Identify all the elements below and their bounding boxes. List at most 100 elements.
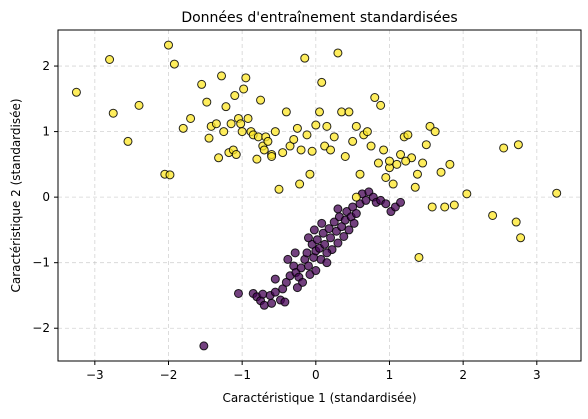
- data-point-class-1: [488, 210, 498, 220]
- data-point-class-0: [199, 341, 209, 351]
- axis-ticks: −3 −2 −1 0 1 2 3 −2 −1 0 1 2: [32, 59, 540, 382]
- data-point-class-1: [186, 113, 196, 123]
- data-point-class-0: [339, 231, 349, 241]
- data-point-class-1: [410, 182, 420, 192]
- data-point-class-1: [281, 107, 291, 117]
- data-point-class-0: [322, 248, 332, 258]
- data-point-class-1: [317, 77, 327, 87]
- data-point-class-1: [344, 107, 354, 117]
- data-point-class-1: [449, 200, 459, 210]
- data-point-class-1: [511, 217, 521, 227]
- data-points: [71, 40, 562, 351]
- data-point-class-0: [258, 289, 268, 299]
- data-point-class-1: [256, 95, 266, 105]
- data-point-class-1: [421, 140, 431, 150]
- data-point-class-1: [370, 93, 380, 103]
- data-point-class-1: [252, 154, 262, 164]
- data-point-class-1: [381, 172, 391, 182]
- x-tick-label: −1: [233, 368, 251, 382]
- data-point-class-1: [211, 119, 221, 129]
- data-point-class-1: [221, 102, 231, 112]
- data-point-class-1: [348, 136, 358, 146]
- data-point-class-1: [440, 202, 450, 212]
- data-point-class-1: [289, 134, 299, 144]
- data-point-class-1: [376, 100, 386, 110]
- data-point-class-1: [351, 121, 361, 131]
- data-point-class-1: [226, 119, 236, 129]
- data-point-class-0: [349, 218, 359, 228]
- data-point-class-1: [552, 188, 562, 198]
- data-point-class-1: [239, 84, 249, 94]
- data-point-class-0: [303, 233, 313, 243]
- data-point-class-0: [381, 199, 391, 209]
- data-point-class-1: [305, 169, 315, 179]
- data-point-class-1: [403, 130, 413, 140]
- x-tick-label: 2: [459, 368, 467, 382]
- data-point-class-0: [280, 297, 290, 307]
- data-point-class-1: [384, 156, 394, 166]
- y-tick-label: −2: [32, 321, 50, 335]
- data-point-class-0: [317, 218, 327, 228]
- x-tick-label: −3: [86, 368, 104, 382]
- data-point-class-0: [296, 263, 306, 273]
- data-point-class-1: [214, 153, 224, 163]
- y-tick-label: 0: [42, 190, 50, 204]
- data-point-class-1: [445, 159, 455, 169]
- data-point-class-1: [329, 132, 339, 142]
- data-point-class-1: [412, 169, 422, 179]
- data-point-class-1: [231, 150, 241, 160]
- data-point-class-1: [418, 158, 428, 168]
- data-point-class-1: [169, 59, 179, 69]
- data-point-class-0: [290, 248, 300, 258]
- data-point-class-1: [311, 120, 321, 130]
- data-point-class-1: [322, 121, 332, 131]
- data-point-class-0: [283, 254, 293, 264]
- chart-title: Données d'entraînement standardisées: [181, 10, 457, 26]
- data-point-class-1: [396, 150, 406, 160]
- data-point-class-0: [318, 228, 328, 238]
- data-point-class-1: [362, 127, 372, 137]
- data-point-class-1: [462, 189, 472, 199]
- data-point-class-1: [388, 179, 398, 189]
- y-tick-label: −1: [32, 256, 50, 270]
- data-point-class-0: [333, 238, 343, 248]
- data-point-class-1: [241, 73, 251, 83]
- data-point-class-1: [355, 169, 365, 179]
- data-point-class-1: [267, 152, 277, 162]
- x-tick-label: 1: [386, 368, 394, 382]
- data-point-class-1: [202, 97, 212, 107]
- data-point-class-1: [333, 48, 343, 58]
- data-point-class-1: [430, 127, 440, 137]
- data-point-class-1: [217, 71, 227, 81]
- data-point-class-1: [295, 179, 305, 189]
- data-point-class-0: [333, 204, 343, 214]
- data-point-class-1: [237, 127, 247, 137]
- data-point-class-1: [163, 40, 173, 50]
- y-axis-label: Caractéristique 2 (standardisée): [9, 98, 23, 292]
- data-point-class-1: [105, 54, 115, 64]
- data-point-class-0: [259, 300, 269, 310]
- data-point-class-1: [499, 143, 509, 153]
- data-point-class-0: [396, 197, 406, 207]
- data-point-class-1: [315, 107, 324, 117]
- data-point-class-1: [296, 145, 306, 155]
- data-point-class-0: [322, 258, 332, 268]
- data-point-class-1: [165, 170, 175, 180]
- x-axis-label: Caractéristique 1 (standardisée): [222, 391, 416, 405]
- data-point-class-1: [427, 202, 437, 212]
- data-point-class-0: [351, 209, 361, 219]
- data-point-class-1: [236, 119, 246, 129]
- data-point-class-0: [298, 277, 308, 287]
- plot-frame: [57, 29, 582, 362]
- data-point-class-1: [278, 148, 288, 158]
- data-point-class-0: [233, 288, 243, 298]
- data-point-class-0: [311, 266, 321, 276]
- data-point-class-0: [320, 239, 330, 249]
- data-point-class-1: [270, 127, 280, 137]
- data-point-class-0: [267, 298, 277, 308]
- data-point-class-1: [340, 152, 350, 162]
- data-point-class-1: [259, 145, 269, 155]
- data-point-class-1: [373, 158, 383, 168]
